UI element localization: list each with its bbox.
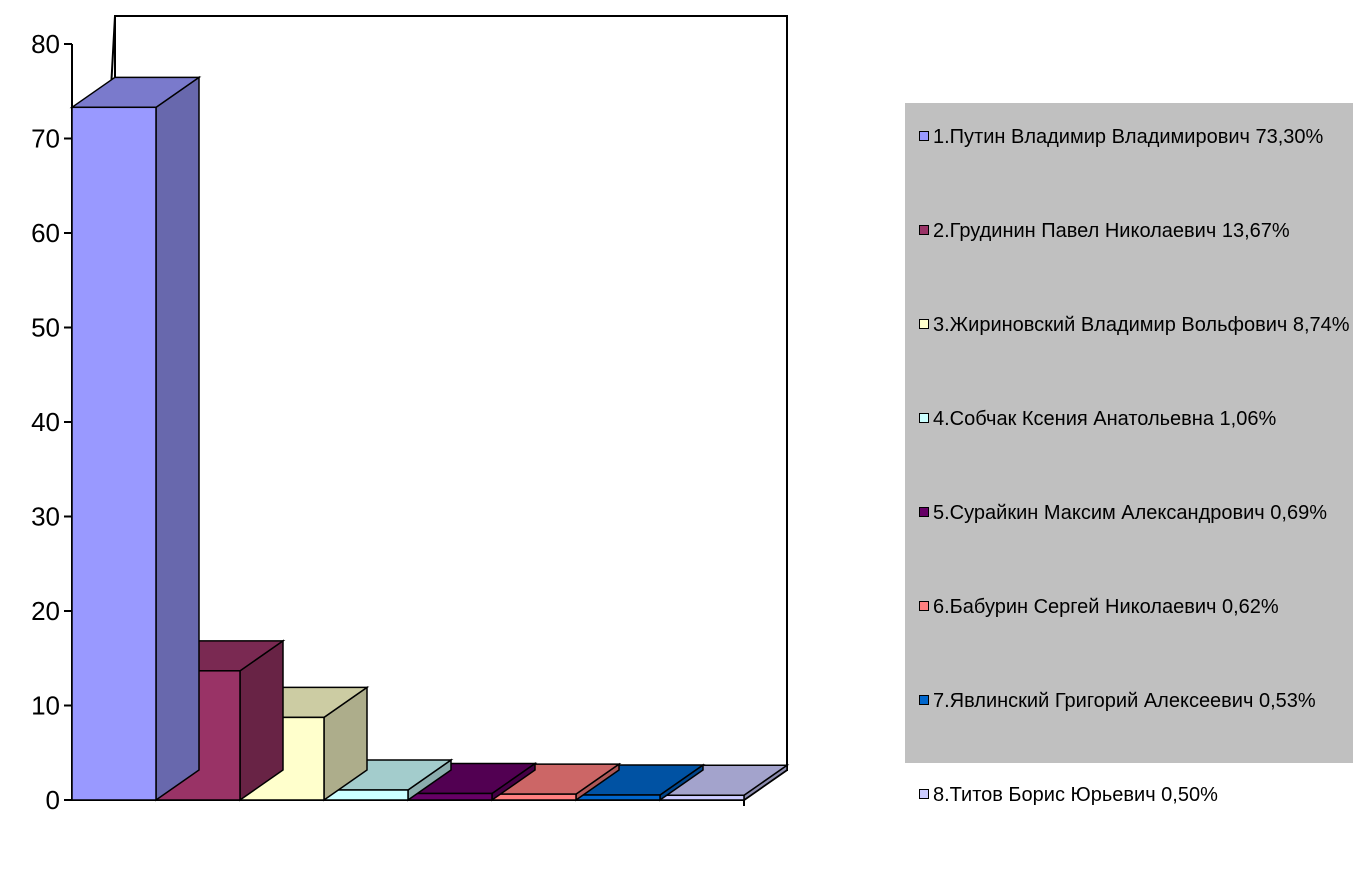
- legend-label: 1.Путин Владимир Владимирович 73,30%: [933, 126, 1324, 148]
- legend-label: 2.Грудинин Павел Николаевич 13,67%: [933, 220, 1290, 242]
- bar-front: [491, 793, 577, 801]
- legend-swatch: [919, 507, 929, 517]
- y-tick-label: 0: [46, 785, 60, 811]
- y-tick-label: 30: [31, 502, 60, 532]
- legend-label: 4.Собчак Ксения Анатольевна 1,06%: [933, 408, 1277, 430]
- legend-item: 2.Грудинин Павел Николаевич 13,67%: [917, 219, 1353, 313]
- bar-front: [575, 794, 661, 801]
- legend-label: 7.Явлинский Григорий Алексеевич 0,53%: [933, 690, 1316, 712]
- y-tick-label: 80: [31, 29, 60, 59]
- bar-5: [405, 762, 538, 802]
- legend-swatch: [919, 225, 929, 235]
- bar-4: [321, 758, 454, 802]
- bar-front: [407, 792, 493, 801]
- legend-label: 5.Сурайкин Максим Александрович 0,69%: [933, 502, 1327, 524]
- bar-side: [155, 75, 200, 802]
- legend: 1.Путин Владимир Владимирович 73,30% 2.Гр…: [905, 103, 1353, 806]
- bar-1: [69, 75, 202, 802]
- legend-item: 3.Жириновский Владимир Вольфович 8,74%: [917, 313, 1353, 407]
- legend-label: 8.Титов Борис Юрьевич 0,50%: [933, 784, 1218, 806]
- bar-front: [71, 106, 157, 801]
- legend-label: 6.Бабурин Сергей Николаевич 0,62%: [933, 596, 1279, 618]
- legend-item: 7.Явлинский Григорий Алексеевич 0,53%: [917, 689, 1353, 783]
- legend-item: 4.Собчак Ксения Анатольевна 1,06%: [917, 407, 1353, 501]
- bar-6: [489, 762, 622, 802]
- legend-swatch: [919, 789, 929, 799]
- bars: [69, 75, 790, 802]
- y-tick-label: 70: [31, 124, 60, 154]
- bar-front: [659, 794, 745, 801]
- legend-swatch: [919, 319, 929, 329]
- y-tick-label: 50: [31, 313, 60, 343]
- legend-swatch: [919, 601, 929, 611]
- y-tick-label: 40: [31, 407, 60, 437]
- y-tick-label: 60: [31, 218, 60, 248]
- legend-swatch: [919, 695, 929, 705]
- legend-item: 5.Сурайкин Максим Александрович 0,69%: [917, 501, 1353, 595]
- legend-item: 6.Бабурин Сергей Николаевич 0,62%: [917, 595, 1353, 689]
- y-tick-label: 20: [31, 596, 60, 626]
- y-tick-label: 10: [31, 691, 60, 721]
- legend-item: 8.Титов Борис Юрьевич 0,50%: [917, 783, 1353, 877]
- legend-swatch: [919, 131, 929, 141]
- legend-swatch: [919, 413, 929, 423]
- y-axis: 0 10 20 30 40 50 60 70 80: [31, 29, 73, 811]
- legend-label: 3.Жириновский Владимир Вольфович 8,74%: [933, 314, 1350, 336]
- bar-chart: 0 10 20 30 40 50 60 70 80: [31, 15, 790, 811]
- legend-item: 1.Путин Владимир Владимирович 73,30%: [917, 125, 1353, 219]
